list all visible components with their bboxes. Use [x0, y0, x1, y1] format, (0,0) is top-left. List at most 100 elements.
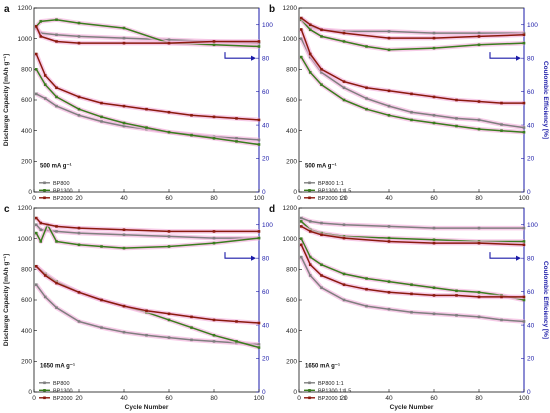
legend-marker: [308, 389, 311, 392]
data-point: [212, 40, 216, 43]
y-tick-label: 200: [286, 159, 297, 166]
y-tick-label: 0: [28, 189, 32, 196]
y-tick-label: 1000: [283, 36, 298, 43]
data-point: [39, 221, 43, 225]
data-point: [410, 92, 413, 96]
panel-letter: d: [269, 204, 275, 215]
data-point: [522, 126, 526, 129]
data-point: [235, 340, 238, 343]
data-point: [190, 114, 193, 117]
data-point: [455, 314, 458, 317]
data-point: [167, 38, 171, 42]
data-point: [43, 295, 47, 299]
y2-tick-label: 40: [527, 322, 535, 329]
x-tick-label: 100: [519, 395, 530, 402]
panel-d: 0 20 40 60 80 1000200400600800100012000204060…: [269, 204, 549, 411]
data-point: [432, 226, 436, 230]
data-point: [299, 216, 303, 220]
y-tick-label: 800: [286, 67, 297, 74]
data-point: [257, 45, 261, 48]
data-point: [39, 228, 43, 232]
x-tick-label: 0: [297, 395, 301, 402]
legend-label: BP1300: [53, 388, 73, 394]
data-point: [320, 221, 323, 225]
data-point: [167, 41, 171, 45]
data-point: [190, 133, 193, 137]
data-point: [432, 31, 436, 35]
legend-label: BP800: [53, 381, 70, 387]
data-point: [77, 226, 81, 230]
data-point: [387, 48, 391, 52]
data-point: [257, 118, 261, 122]
data-point: [55, 225, 58, 228]
data-point: [477, 241, 481, 245]
data-point: [145, 309, 148, 313]
y2-tick-label: 20: [527, 356, 535, 363]
data-point: [308, 263, 312, 267]
data-point: [477, 226, 481, 230]
legend-label: BP1300: [53, 188, 73, 194]
data-point: [55, 33, 58, 37]
data-point: [477, 315, 481, 319]
legend-label: BP800 1:1: [318, 381, 344, 387]
y-tick-label: 200: [21, 159, 32, 166]
data-point: [122, 330, 126, 334]
data-point: [387, 240, 391, 243]
data-point: [212, 333, 216, 337]
data-point: [77, 243, 81, 247]
y-tick-label: 600: [286, 97, 297, 104]
x-tick-label: 80: [210, 195, 218, 202]
data-point: [387, 307, 391, 311]
data-point: [39, 20, 43, 23]
data-point: [167, 336, 171, 339]
data-point: [455, 289, 458, 293]
data-point: [342, 98, 346, 102]
data-point: [34, 92, 38, 96]
data-point: [455, 98, 458, 102]
data-point: [100, 120, 103, 123]
y2-tick-label: 100: [527, 22, 538, 29]
x-tick-label: 80: [475, 395, 483, 402]
data-point: [212, 43, 216, 47]
arrow-head: [516, 255, 521, 261]
data-point: [235, 320, 238, 323]
data-point: [387, 236, 391, 240]
data-point: [387, 36, 391, 40]
right-axis-arrow: [224, 52, 254, 59]
x-tick-label: 100: [519, 195, 530, 202]
y-tick-label: 400: [21, 328, 32, 335]
data-point: [365, 45, 368, 48]
data-point: [34, 52, 38, 56]
y2-tick-label: 0: [262, 189, 266, 196]
data-point: [77, 95, 81, 99]
data-point: [55, 281, 58, 285]
data-point: [342, 283, 346, 286]
data-point: [522, 226, 526, 230]
data-point: [455, 124, 458, 128]
y-tick-label: 800: [21, 267, 32, 274]
y2-tick-label: 40: [262, 122, 270, 129]
y2-tick-label: 40: [527, 122, 535, 129]
y-tick-label: 1000: [18, 236, 33, 243]
y2-tick-label: 0: [262, 389, 266, 396]
data-point: [320, 71, 323, 74]
series-halo: [34, 216, 259, 234]
legend-label: BP2000 1:1: [318, 396, 347, 402]
legend-label: BP1300 1:1.5: [318, 388, 351, 394]
data-point: [522, 41, 526, 45]
data-point: [522, 243, 526, 247]
data-point: [212, 115, 216, 119]
data-point: [308, 255, 312, 259]
series-line: [35, 18, 260, 48]
x-tick-label: 40: [385, 395, 393, 402]
data-point: [308, 230, 312, 233]
y2-tick-label: 60: [262, 289, 270, 296]
data-point: [167, 130, 171, 134]
data-point: [122, 233, 126, 237]
rate-annotation: 500 mA g⁻¹: [305, 162, 337, 169]
data-point: [212, 241, 216, 245]
data-point: [477, 100, 481, 103]
y-tick-label: 600: [21, 97, 32, 104]
data-point: [522, 130, 526, 134]
